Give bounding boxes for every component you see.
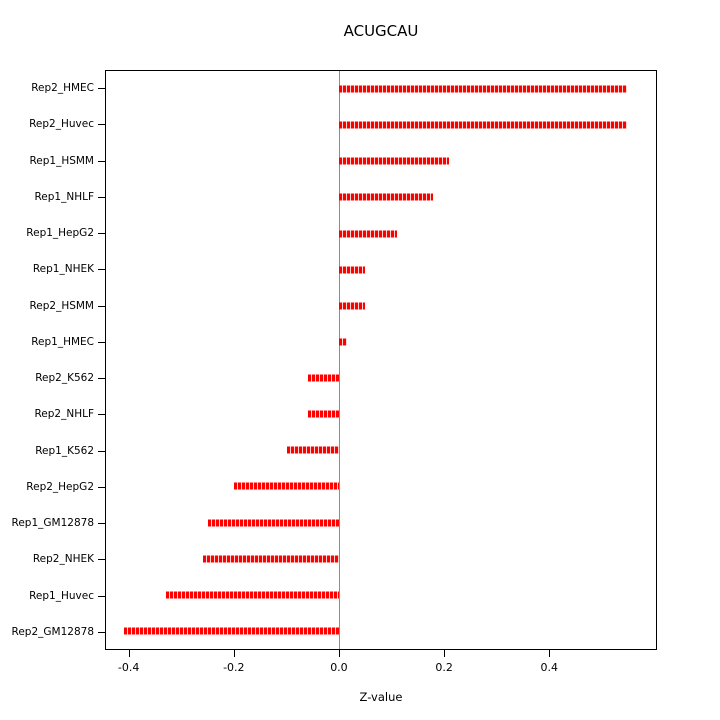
- bar-row: [106, 252, 656, 288]
- value-bar: [339, 85, 628, 93]
- value-bar: [339, 157, 450, 165]
- x-axis-tick: [233, 650, 235, 657]
- y-axis-tick: [98, 341, 105, 343]
- bar-row: [106, 432, 656, 468]
- plot-area: [105, 70, 657, 650]
- value-bar: [234, 482, 340, 490]
- y-axis-label: Rep1_GM12878: [11, 517, 94, 530]
- value-bar: [202, 555, 340, 563]
- bar-row: [106, 216, 656, 252]
- y-axis-tick: [98, 450, 105, 452]
- y-axis-tick: [98, 631, 105, 633]
- y-axis-label: Rep1_Huvec: [29, 589, 94, 602]
- y-axis-label: Rep2_Huvec: [29, 118, 94, 131]
- y-axis-label: Rep1_K562: [35, 444, 94, 457]
- bar-row: [106, 288, 656, 324]
- y-axis-tick: [98, 378, 105, 380]
- value-bar: [339, 266, 366, 274]
- bar-row: [106, 324, 656, 360]
- bar-row: [106, 468, 656, 504]
- y-axis-tick: [98, 160, 105, 162]
- x-axis-tick-label: 0.0: [330, 661, 348, 674]
- value-bar: [339, 193, 434, 201]
- x-axis-tick: [338, 650, 340, 657]
- y-axis-label: Rep1_NHEK: [32, 263, 94, 276]
- y-axis-tick: [98, 595, 105, 597]
- bar-row: [106, 505, 656, 541]
- zero-reference-line: [339, 71, 341, 649]
- y-axis-label: Rep2_HSMM: [29, 299, 94, 312]
- y-axis-tick: [98, 233, 105, 235]
- y-axis-tick: [98, 559, 105, 561]
- bar-row: [106, 541, 656, 577]
- value-bar: [286, 446, 340, 454]
- bar-row: [106, 577, 656, 613]
- bar-row: [106, 613, 656, 649]
- bar-row: [106, 71, 656, 107]
- y-axis-tick: [98, 523, 105, 525]
- x-axis-tick-label: 0.2: [435, 661, 453, 674]
- y-axis-label: Rep1_NHLF: [34, 190, 94, 203]
- y-axis-label: Rep2_NHEK: [32, 553, 94, 566]
- y-axis-label: Rep2_GM12878: [11, 625, 94, 638]
- value-bar: [307, 374, 340, 382]
- value-bar: [124, 627, 340, 635]
- value-bar: [208, 519, 340, 527]
- x-axis-tick-label: -0.2: [223, 661, 245, 674]
- bar-row: [106, 107, 656, 143]
- y-axis-label: Rep2_NHLF: [34, 408, 94, 421]
- x-axis-title: Z-value: [359, 690, 403, 704]
- value-bar: [339, 230, 397, 238]
- y-axis-label: Rep2_K562: [35, 372, 94, 385]
- value-bar: [166, 591, 340, 599]
- y-axis-tick: [98, 269, 105, 271]
- y-axis-label: Rep1_HMEC: [31, 335, 94, 348]
- y-axis-label: Rep1_HSMM: [29, 154, 94, 167]
- x-axis-tick: [549, 650, 551, 657]
- value-bar: [339, 302, 366, 310]
- y-axis-tick: [98, 88, 105, 90]
- bar-row: [106, 360, 656, 396]
- bar-row: [106, 143, 656, 179]
- value-bar: [339, 121, 628, 129]
- y-axis-tick: [98, 196, 105, 198]
- y-axis-tick: [98, 486, 105, 488]
- y-axis-label: Rep1_HepG2: [26, 227, 94, 240]
- y-axis-tick: [98, 124, 105, 126]
- bar-row: [106, 179, 656, 215]
- value-bar: [307, 410, 340, 418]
- value-bar: [339, 338, 347, 346]
- bars-container: [106, 71, 656, 649]
- x-axis-tick: [128, 650, 130, 657]
- bar-row: [106, 396, 656, 432]
- x-axis-tick: [444, 650, 446, 657]
- chart-title: ACUGCAU: [343, 22, 419, 40]
- x-axis-tick-label: 0.4: [540, 661, 558, 674]
- y-axis-label: Rep2_HepG2: [26, 480, 94, 493]
- y-axis-tick: [98, 305, 105, 307]
- y-axis-label: Rep2_HMEC: [31, 82, 94, 95]
- y-axis-tick: [98, 414, 105, 416]
- x-axis-tick-label: -0.4: [117, 661, 140, 674]
